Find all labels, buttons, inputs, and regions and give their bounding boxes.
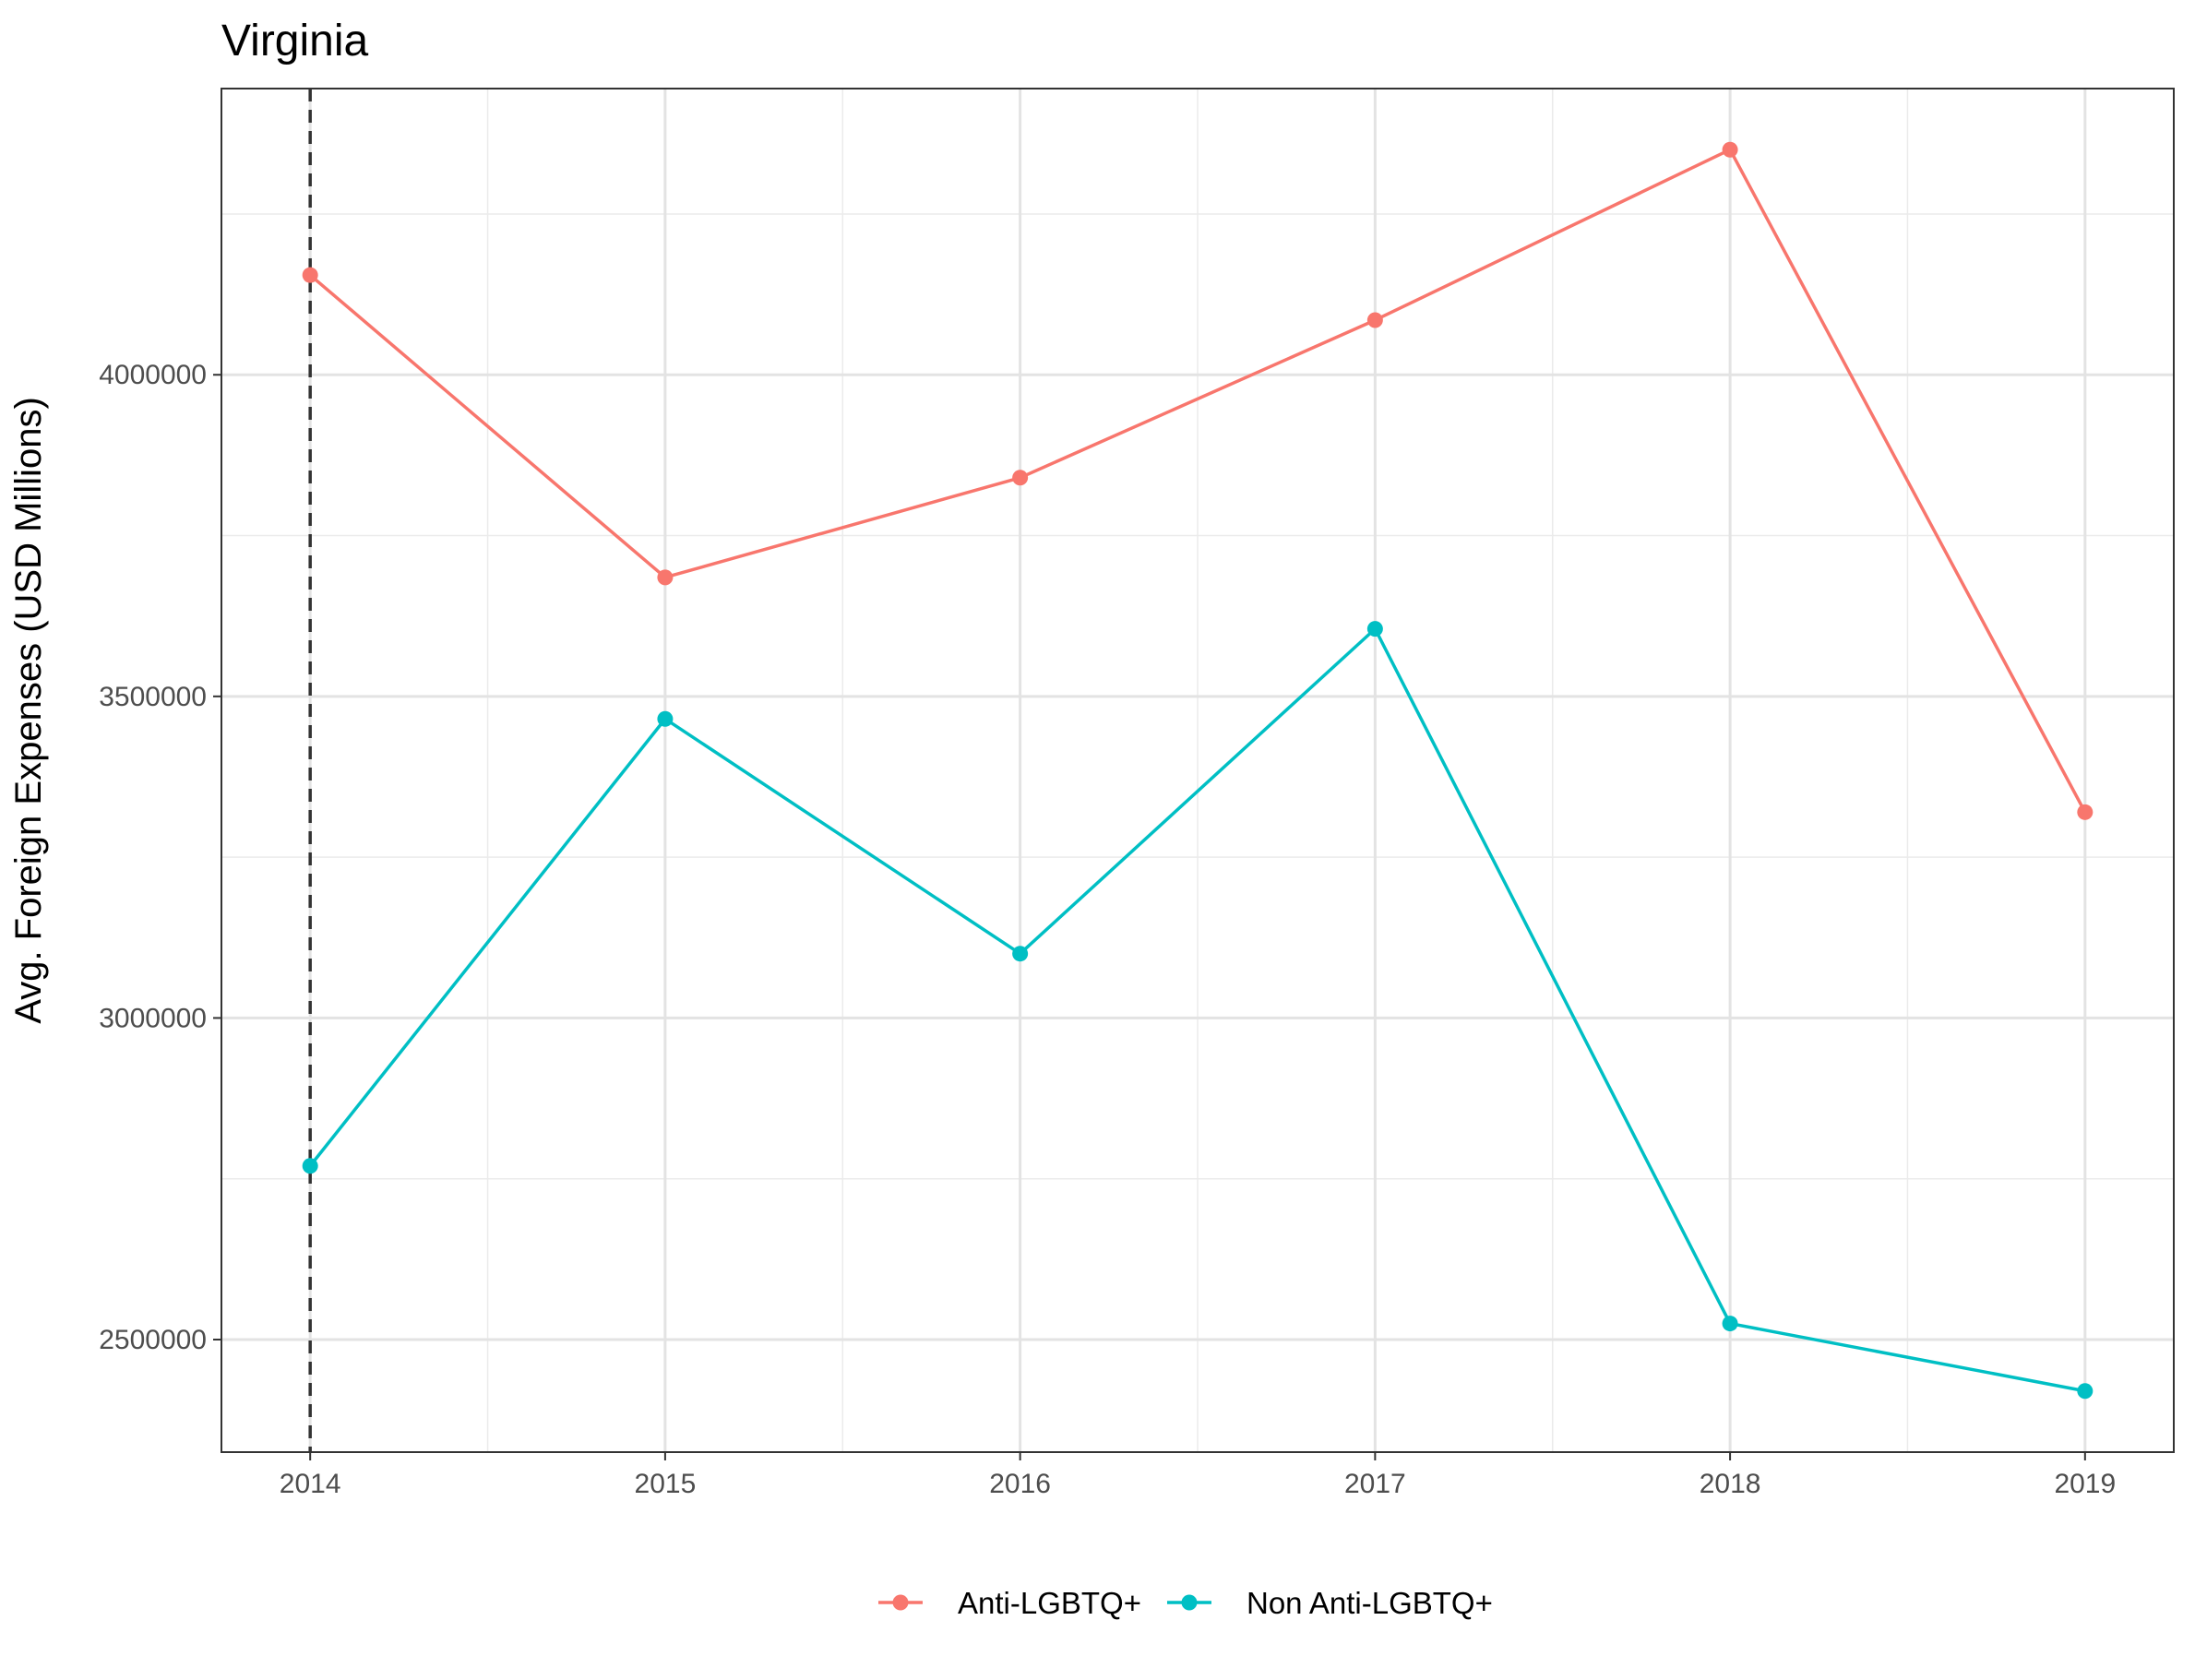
- series-line: [308, 626, 2086, 1393]
- series-line: [309, 148, 2087, 814]
- legend-label: Anti-LGBTQ+: [958, 1586, 1141, 1620]
- data-point: [657, 710, 674, 727]
- y-tick-label: 3500000: [99, 682, 207, 712]
- y-axis-title: Avg. Foreign Expenses (USD Millions): [8, 397, 49, 1024]
- data-point: [2077, 804, 2094, 820]
- data-point: [302, 267, 318, 283]
- data-point: [302, 1158, 318, 1174]
- data-point: [1722, 141, 1738, 158]
- y-tick-label: 4000000: [99, 360, 207, 390]
- x-tick-label: 2016: [989, 1469, 1051, 1499]
- x-tick-label: 2014: [280, 1469, 341, 1499]
- legend-label: Non Anti-LGBTQ+: [1247, 1586, 1493, 1620]
- data-point: [2077, 1383, 2094, 1400]
- plot-panel-border: [221, 88, 2175, 1453]
- series-group: [302, 141, 2094, 1400]
- legend-key-point: [1181, 1594, 1198, 1611]
- x-tick-label: 2019: [2054, 1469, 2116, 1499]
- data-point: [1366, 621, 1383, 637]
- data-point: [1012, 946, 1029, 962]
- data-point: [1366, 312, 1383, 328]
- x-tick-label: 2015: [635, 1469, 697, 1499]
- legend-key-point: [892, 1594, 909, 1611]
- axis-ticks: 2500000 3000000 3500000 4000000 2014 2015 2016…: [99, 360, 2116, 1499]
- y-tick-label: 3000000: [99, 1003, 207, 1033]
- chart-title: Virginia: [221, 17, 369, 66]
- x-tick-label: 2017: [1344, 1469, 1406, 1499]
- data-point: [657, 569, 674, 586]
- data-point: [1722, 1316, 1738, 1332]
- legend: Anti-LGBTQ+ Non Anti-LGBTQ+: [878, 1586, 1493, 1620]
- y-tick-label: 2500000: [99, 1325, 207, 1355]
- x-tick-label: 2018: [1700, 1469, 1761, 1499]
- data-point: [1012, 470, 1029, 486]
